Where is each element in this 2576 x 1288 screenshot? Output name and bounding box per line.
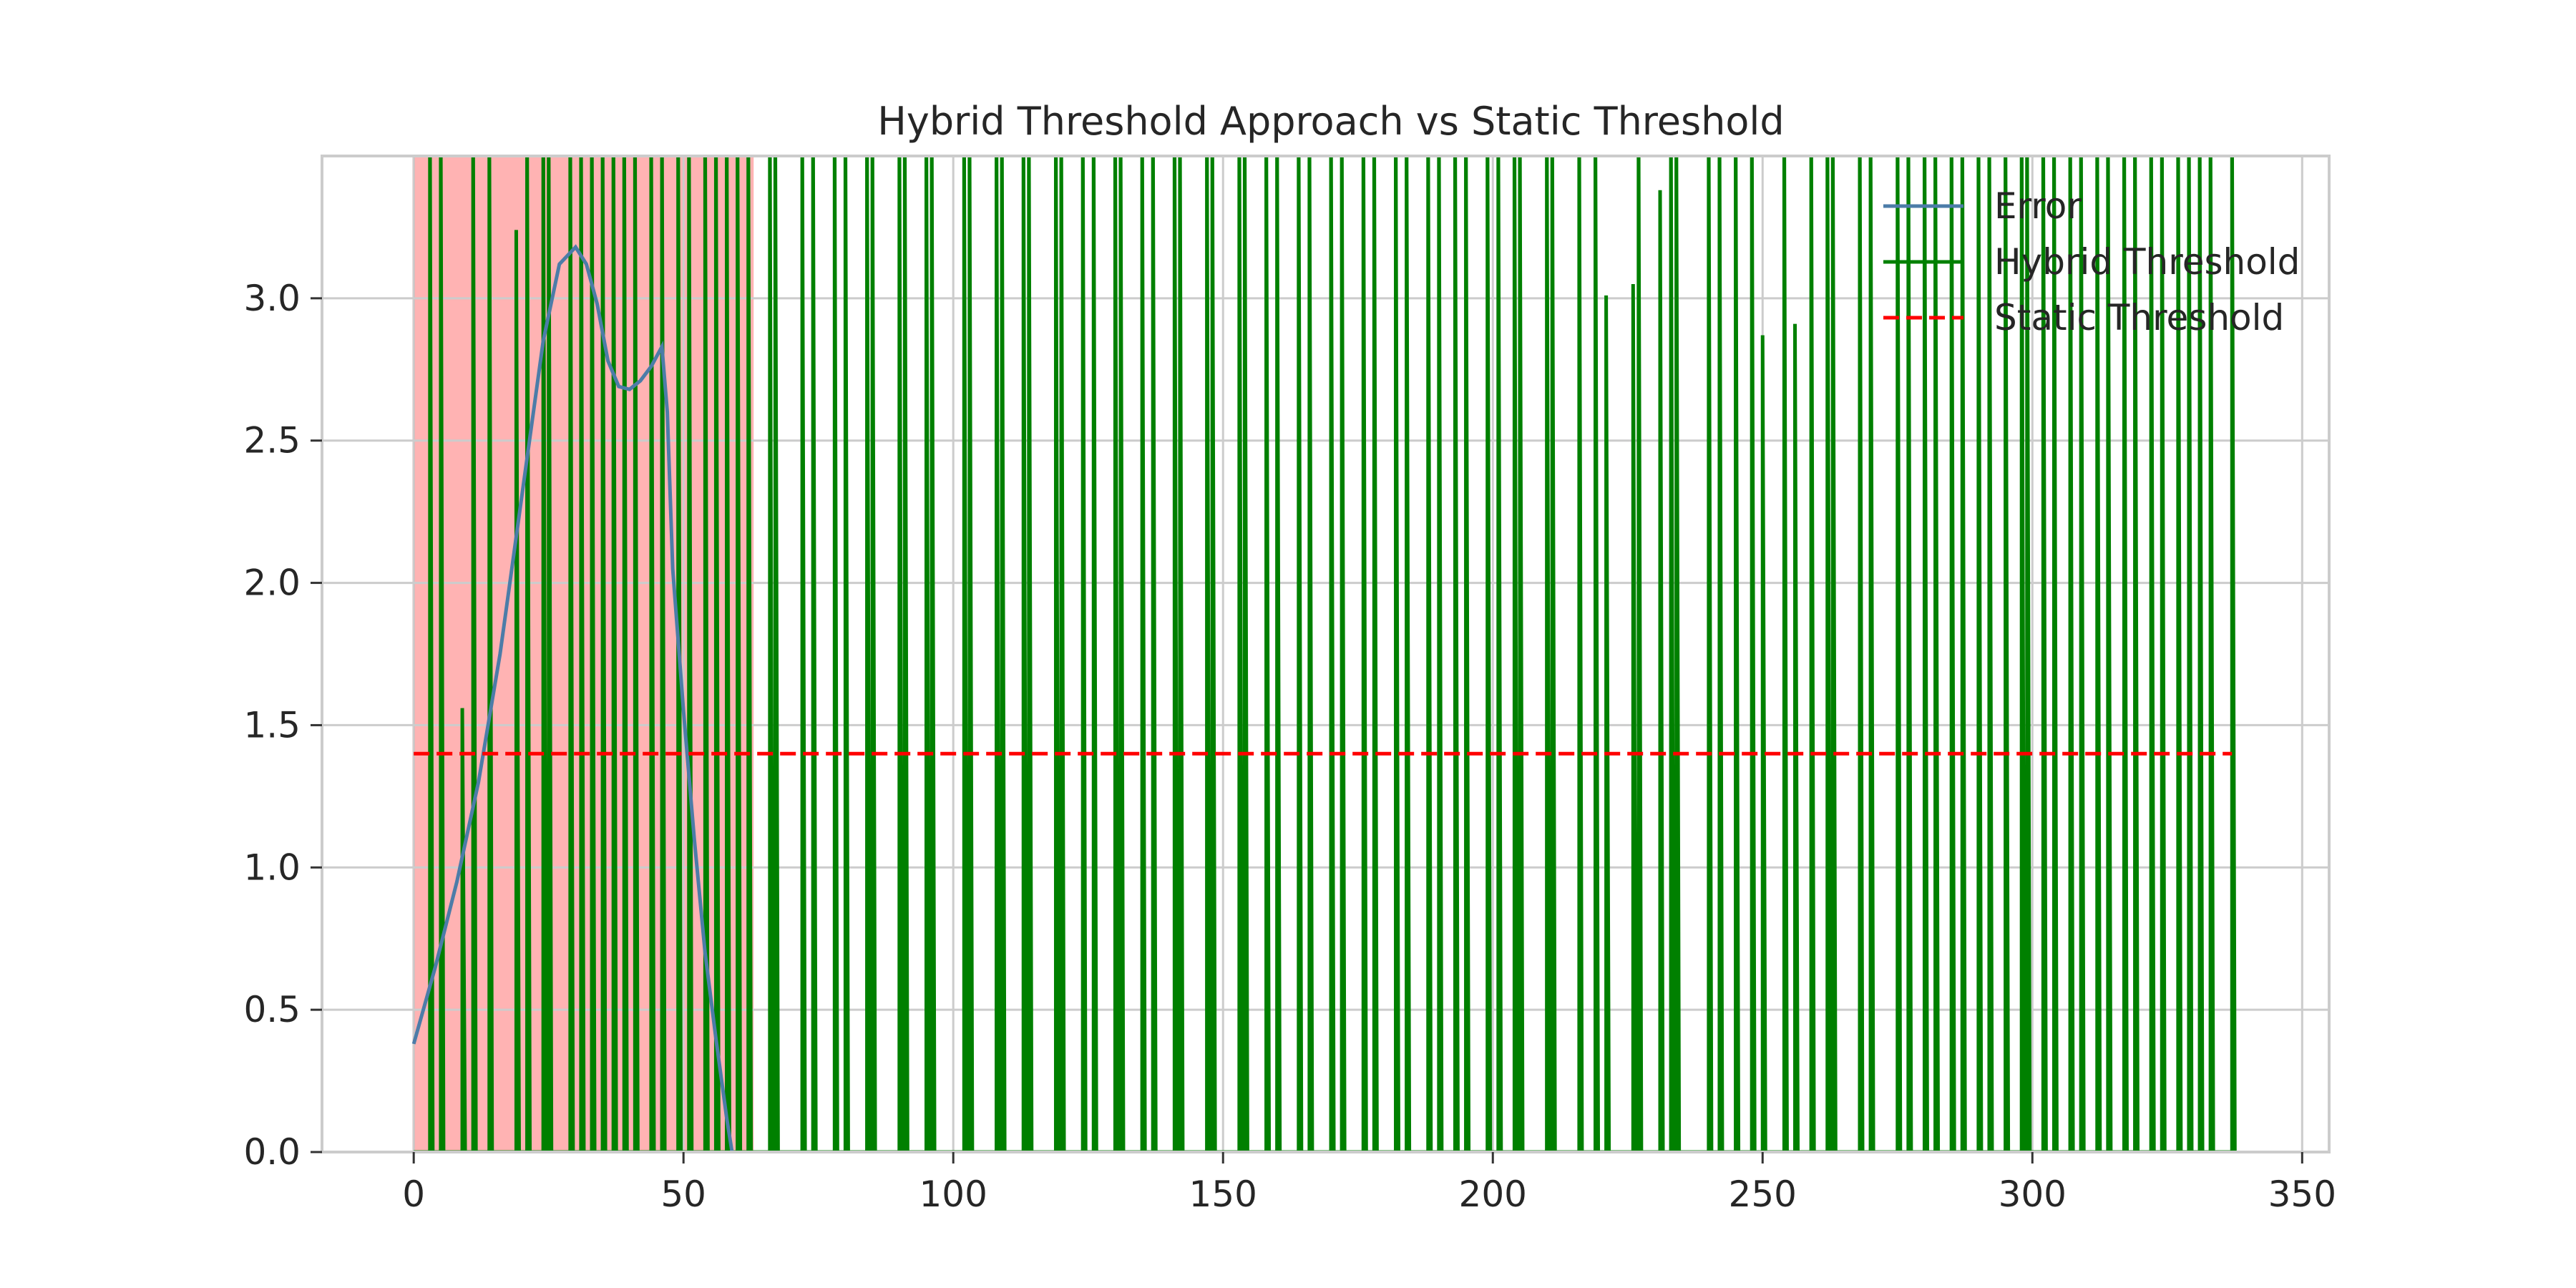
legend-label: Hybrid Threshold bbox=[1994, 241, 2300, 283]
x-tick-label: 200 bbox=[1459, 1174, 1527, 1215]
series-group bbox=[411, 156, 2237, 1152]
chart-title: Hybrid Threshold Approach vs Static Thre… bbox=[877, 99, 1784, 144]
plot-area: 0 50 100 150 200 250 300 350 0.0 0.5 1.0 1.5 2.0 2.5 3… bbox=[243, 155, 2336, 1215]
x-tick-label: 0 bbox=[402, 1174, 425, 1215]
y-tick-label: 0.0 bbox=[243, 1131, 301, 1173]
y-tick-label: 2.0 bbox=[243, 562, 301, 604]
y-tick-label: 0.5 bbox=[243, 989, 301, 1030]
x-tick-label: 100 bbox=[919, 1174, 987, 1215]
error-line bbox=[411, 244, 734, 1152]
y-tick-label: 2.5 bbox=[243, 420, 301, 462]
x-tick-label: 350 bbox=[2268, 1174, 2336, 1215]
hybrid-threshold-line bbox=[414, 156, 2237, 1152]
legend-label: Error bbox=[1994, 185, 2082, 227]
x-tick-label: 300 bbox=[1999, 1174, 2067, 1215]
y-tick-label: 1.0 bbox=[243, 847, 301, 888]
legend-label: Static Threshold bbox=[1994, 297, 2284, 338]
x-tick-label: 50 bbox=[660, 1174, 706, 1215]
x-tick-label: 150 bbox=[1189, 1174, 1257, 1215]
legend: Error Hybrid Threshold Static Threshold bbox=[1883, 185, 2300, 338]
y-tick-label: 3.0 bbox=[243, 278, 301, 319]
y-tick-label: 1.5 bbox=[243, 704, 301, 746]
plot-frame bbox=[321, 155, 2331, 1153]
x-tick-label: 250 bbox=[1729, 1174, 1797, 1215]
